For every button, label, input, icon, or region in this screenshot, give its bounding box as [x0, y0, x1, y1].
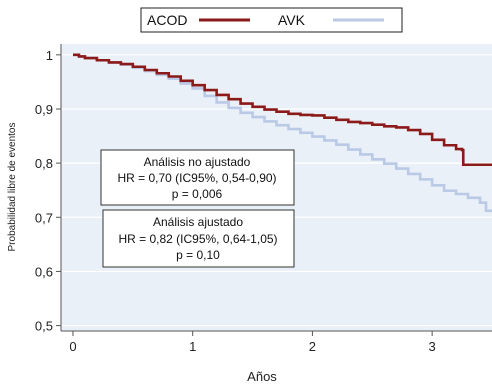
annotation-adjusted-box — [102, 209, 295, 268]
y-axis-label: Probabilidad libre de eventos — [7, 123, 18, 252]
y-tick-label: 0,5 — [35, 319, 53, 334]
legend-label-avk: AVK — [278, 12, 306, 28]
annotation-unadjusted-title: Análisis no ajustado — [144, 155, 251, 169]
annotation-adjusted-hr: HR = 0,82 (IC95%, 0,64-1,05) — [118, 232, 277, 246]
y-tick-label: 0,6 — [35, 264, 53, 279]
annotation-unadjusted: Análisis no ajustado HR = 0,70 (IC95%, 0… — [100, 149, 295, 206]
annotation-adjusted-title: Análisis ajustado — [153, 215, 243, 229]
y-tick-label: 0,8 — [35, 156, 53, 171]
annotation-adjusted-p: p = 0,10 — [176, 248, 220, 262]
x-tick-label: 0 — [69, 339, 76, 354]
y-tick-label: 1 — [46, 48, 53, 63]
series-layer — [72, 53, 492, 213]
x-tick-label: 3 — [429, 339, 436, 354]
x-axis-label: Años — [247, 369, 277, 384]
annotation-unadjusted-p: p = 0,006 — [172, 187, 223, 201]
annotation-unadjusted-hr: HR = 0,70 (IC95%, 0,54-0,90) — [117, 171, 276, 185]
legend-label-acod: ACOD — [147, 12, 187, 28]
x-ticks: 0 1 2 3 — [69, 331, 436, 354]
x-tick-label: 1 — [189, 339, 196, 354]
series-line-acod — [72, 53, 492, 167]
annotation-adjusted: Análisis ajustado HR = 0,82 (IC95%, 0,64… — [102, 209, 295, 268]
y-ticks: 0,5 0,6 0,7 0,8 0,9 1 — [35, 48, 61, 334]
x-tick-label: 2 — [309, 339, 316, 354]
legend: ACOD AVK — [140, 7, 403, 33]
y-tick-label: 0,9 — [35, 102, 53, 117]
y-tick-label: 0,7 — [35, 210, 53, 225]
annotation-unadjusted-box — [100, 149, 295, 206]
